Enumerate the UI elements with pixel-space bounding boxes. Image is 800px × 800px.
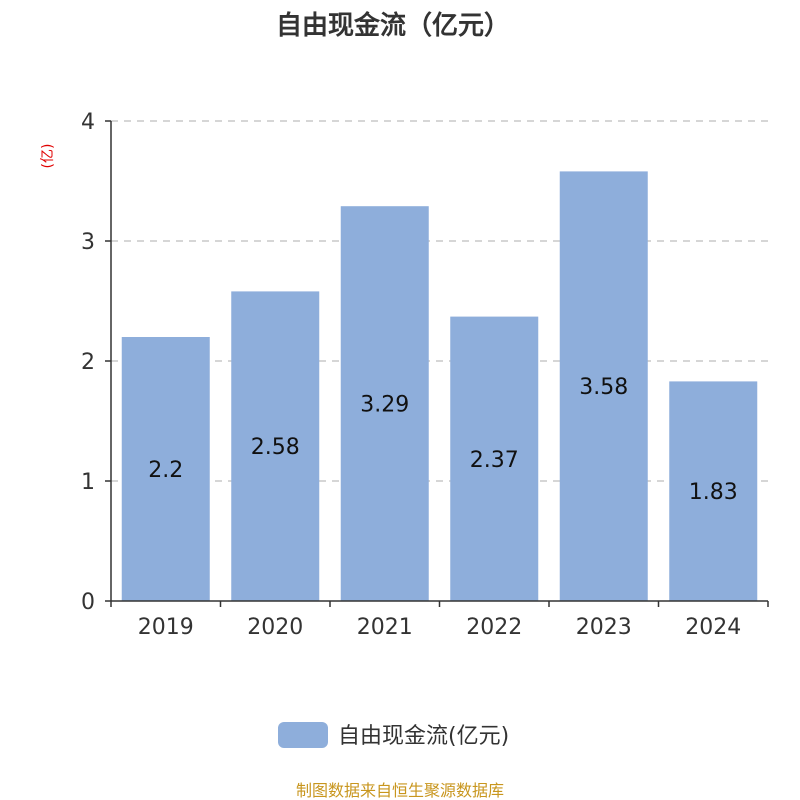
- x-tick-label-2023: 2023: [576, 615, 632, 640]
- legend-swatch[interactable]: [278, 722, 328, 748]
- axes: [105, 120, 769, 607]
- y-tick-label: 0: [81, 590, 95, 615]
- x-tick-label-2022: 2022: [466, 615, 522, 640]
- bars: [121, 171, 758, 601]
- bar-2022[interactable]: [450, 316, 539, 601]
- bar-value-label-2023: 3.58: [579, 375, 628, 400]
- y-tick-label: 4: [81, 110, 95, 135]
- bar-value-labels: 2.2 2.58 3.29 2.37 3.58 1.83: [148, 375, 737, 505]
- bar-value-label-2022: 2.37: [470, 448, 519, 473]
- bar-2021[interactable]: [340, 206, 429, 601]
- legend[interactable]: 自由现金流(亿元): [278, 722, 509, 749]
- bar-value-label-2024: 1.83: [689, 480, 738, 505]
- x-tick-label-2024: 2024: [685, 615, 741, 640]
- x-tick-label-2020: 2020: [247, 615, 303, 640]
- y-tick-label: 3: [81, 230, 95, 255]
- bar-value-label-2020: 2.58: [251, 435, 300, 460]
- bar-2020[interactable]: [231, 291, 320, 601]
- bar-value-label-2019: 2.2: [148, 458, 183, 483]
- y-tick-labels: 0 1 2 3 4: [81, 110, 95, 615]
- legend-label[interactable]: 自由现金流(亿元): [338, 724, 509, 749]
- y-tick-label: 2: [81, 350, 95, 375]
- x-tick-labels: 2019 2020 2021 2022 2023 2024: [138, 615, 742, 640]
- x-tick-label-2021: 2021: [357, 615, 413, 640]
- x-tick-label-2019: 2019: [138, 615, 194, 640]
- bar-2024[interactable]: [669, 381, 758, 601]
- chart-title: 自由现金流（亿元）: [276, 10, 510, 41]
- y-tick-label: 1: [81, 470, 95, 495]
- y-axis-unit: (亿): [40, 144, 56, 169]
- bar-2023[interactable]: [559, 171, 648, 601]
- bar-2019[interactable]: [121, 337, 210, 601]
- grid-lines: [111, 120, 768, 482]
- source-note: 制图数据来自恒生聚源数据库: [296, 781, 504, 800]
- bar-value-label-2021: 3.29: [360, 393, 409, 418]
